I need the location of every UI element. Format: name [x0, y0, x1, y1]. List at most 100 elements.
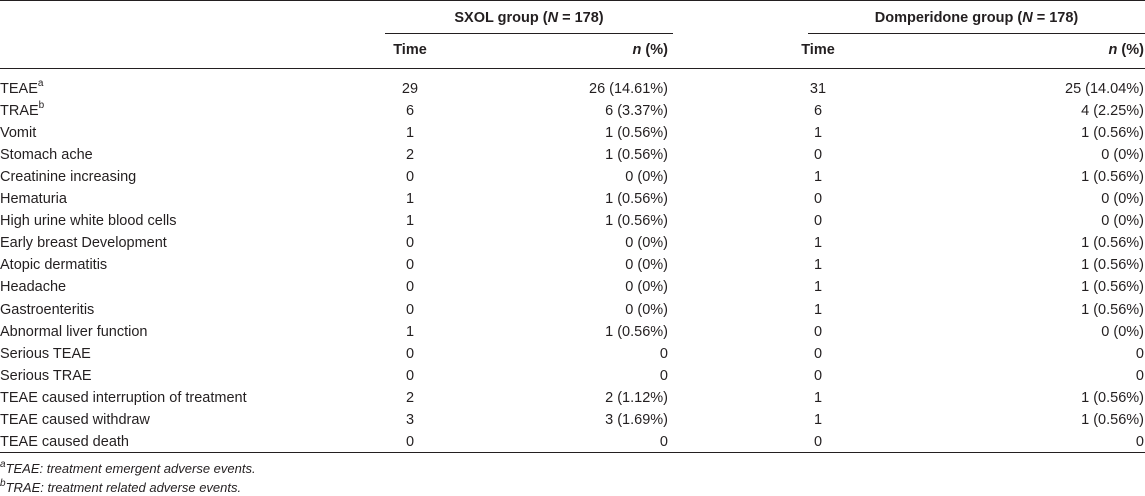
- cell-n-sxol: 6 (3.37%): [605, 103, 668, 119]
- cell-n-domperidone: 1 (0.56%): [1081, 390, 1144, 406]
- cell-n-sxol: 1 (0.56%): [605, 147, 668, 163]
- row-label: High urine white blood cells: [0, 213, 177, 229]
- row-label: Early breast Development: [0, 235, 167, 251]
- footnote-trae: bTRAE: treatment related adverse events.: [0, 477, 242, 495]
- cell-time-domperidone: 1: [813, 279, 823, 295]
- group-header-domperidone: Domperidone group (N = 178): [874, 10, 1079, 26]
- cell-time-sxol: 3: [405, 412, 415, 428]
- row-label: TEAE caused interruption of treatment: [0, 390, 247, 406]
- cell-time-domperidone: 0: [813, 147, 823, 163]
- cell-n-sxol: 0 (0%): [625, 169, 668, 185]
- cell-time-sxol: 2: [405, 147, 415, 163]
- row-label: Vomit: [0, 125, 37, 141]
- cell-n-sxol: 2 (1.12%): [605, 390, 668, 406]
- cell-time-domperidone: 1: [813, 412, 823, 428]
- cell-time-domperidone: 0: [813, 213, 823, 229]
- row-label: Creatinine increasing: [0, 169, 137, 185]
- cell-n-sxol: 0: [659, 346, 668, 362]
- cell-n-domperidone: 1 (0.56%): [1081, 125, 1144, 141]
- cell-n-domperidone: 1 (0.56%): [1081, 302, 1144, 318]
- footnote-marker: b: [38, 100, 45, 112]
- cell-n-domperidone: 0: [1135, 368, 1144, 384]
- cell-n-sxol: 0 (0%): [625, 257, 668, 273]
- cell-n-sxol: 1 (0.56%): [605, 125, 668, 141]
- cell-n-sxol: 0: [659, 434, 668, 450]
- cell-time-domperidone: 1: [813, 390, 823, 406]
- cell-n-domperidone: 25 (14.04%): [1065, 81, 1144, 97]
- cell-n-domperidone: 0 (0%): [1101, 191, 1144, 207]
- cell-n-domperidone: 1 (0.56%): [1081, 257, 1144, 273]
- cell-n-domperidone: 1 (0.56%): [1081, 412, 1144, 428]
- cell-time-sxol: 0: [405, 434, 415, 450]
- cell-time-domperidone: 1: [813, 169, 823, 185]
- header-bottom-rule: [0, 68, 1145, 69]
- cell-time-domperidone: 0: [813, 368, 823, 384]
- cell-time-sxol: 0: [405, 368, 415, 384]
- cell-n-sxol: 1 (0.56%): [605, 191, 668, 207]
- cell-time-sxol: 6: [405, 103, 415, 119]
- row-label: Abnormal liver function: [0, 324, 148, 340]
- cell-time-sxol: 0: [405, 302, 415, 318]
- cell-n-domperidone: 1 (0.56%): [1081, 169, 1144, 185]
- group-header-sxol: SXOL group (N = 178): [454, 10, 604, 26]
- group-rule-sxol: [385, 33, 673, 34]
- row-label: TEAE caused withdraw: [0, 412, 150, 428]
- cell-time-sxol: 0: [405, 169, 415, 185]
- cell-n-domperidone: 0: [1135, 346, 1144, 362]
- row-label: Atopic dermatitis: [0, 257, 108, 273]
- cell-time-domperidone: 0: [813, 191, 823, 207]
- cell-time-domperidone: 6: [813, 103, 823, 119]
- cell-n-sxol: 0 (0%): [625, 302, 668, 318]
- row-label: Serious TEAE: [0, 346, 91, 362]
- col-header-time-domperidone: Time: [801, 42, 835, 58]
- cell-time-sxol: 0: [405, 346, 415, 362]
- cell-time-sxol: 1: [405, 125, 415, 141]
- cell-time-domperidone: 1: [813, 235, 823, 251]
- cell-time-sxol: 0: [405, 279, 415, 295]
- col-header-n-domperidone: n (%): [1108, 42, 1144, 58]
- cell-time-domperidone: 1: [813, 125, 823, 141]
- cell-time-sxol: 1: [405, 213, 415, 229]
- cell-time-domperidone: 1: [813, 257, 823, 273]
- cell-time-domperidone: 1: [813, 302, 823, 318]
- col-header-n-sxol: n (%): [632, 42, 668, 58]
- row-label: Headache: [0, 279, 67, 295]
- table-top-rule: [0, 0, 1145, 1]
- footnote-teae: aTEAE: treatment emergent adverse events…: [0, 458, 256, 476]
- cell-time-sxol: 0: [405, 257, 415, 273]
- cell-n-sxol: 26 (14.61%): [589, 81, 668, 97]
- cell-time-sxol: 2: [405, 390, 415, 406]
- footnote-marker: a: [37, 78, 44, 90]
- group-rule-domperidone: [808, 33, 1145, 34]
- table-bottom-rule: [0, 452, 1145, 453]
- cell-time-domperidone: 0: [813, 434, 823, 450]
- cell-time-sxol: 29: [401, 81, 419, 97]
- cell-time-sxol: 1: [405, 191, 415, 207]
- row-label: Serious TRAE: [0, 368, 92, 384]
- cell-n-sxol: 0 (0%): [625, 235, 668, 251]
- cell-n-sxol: 0: [659, 368, 668, 384]
- col-header-time-sxol: Time: [393, 42, 427, 58]
- cell-n-domperidone: 4 (2.25%): [1081, 103, 1144, 119]
- cell-n-sxol: 1 (0.56%): [605, 213, 668, 229]
- cell-time-sxol: 1: [405, 324, 415, 340]
- cell-n-sxol: 1 (0.56%): [605, 324, 668, 340]
- row-label: TEAEa: [0, 78, 44, 97]
- cell-time-domperidone: 31: [809, 81, 827, 97]
- row-label: TRAEb: [0, 100, 45, 119]
- row-label: Hematuria: [0, 191, 67, 207]
- row-label: TEAE caused death: [0, 434, 129, 450]
- cell-n-sxol: 0 (0%): [625, 279, 668, 295]
- cell-n-domperidone: 0 (0%): [1101, 147, 1144, 163]
- cell-time-domperidone: 0: [813, 324, 823, 340]
- cell-n-domperidone: 0: [1135, 434, 1144, 450]
- cell-time-sxol: 0: [405, 235, 415, 251]
- cell-n-domperidone: 0 (0%): [1101, 324, 1144, 340]
- cell-n-domperidone: 1 (0.56%): [1081, 235, 1144, 251]
- row-label: Stomach ache: [0, 147, 93, 163]
- cell-time-domperidone: 0: [813, 346, 823, 362]
- cell-n-domperidone: 1 (0.56%): [1081, 279, 1144, 295]
- row-label: Gastroenteritis: [0, 302, 95, 318]
- cell-n-sxol: 3 (1.69%): [605, 412, 668, 428]
- cell-n-domperidone: 0 (0%): [1101, 213, 1144, 229]
